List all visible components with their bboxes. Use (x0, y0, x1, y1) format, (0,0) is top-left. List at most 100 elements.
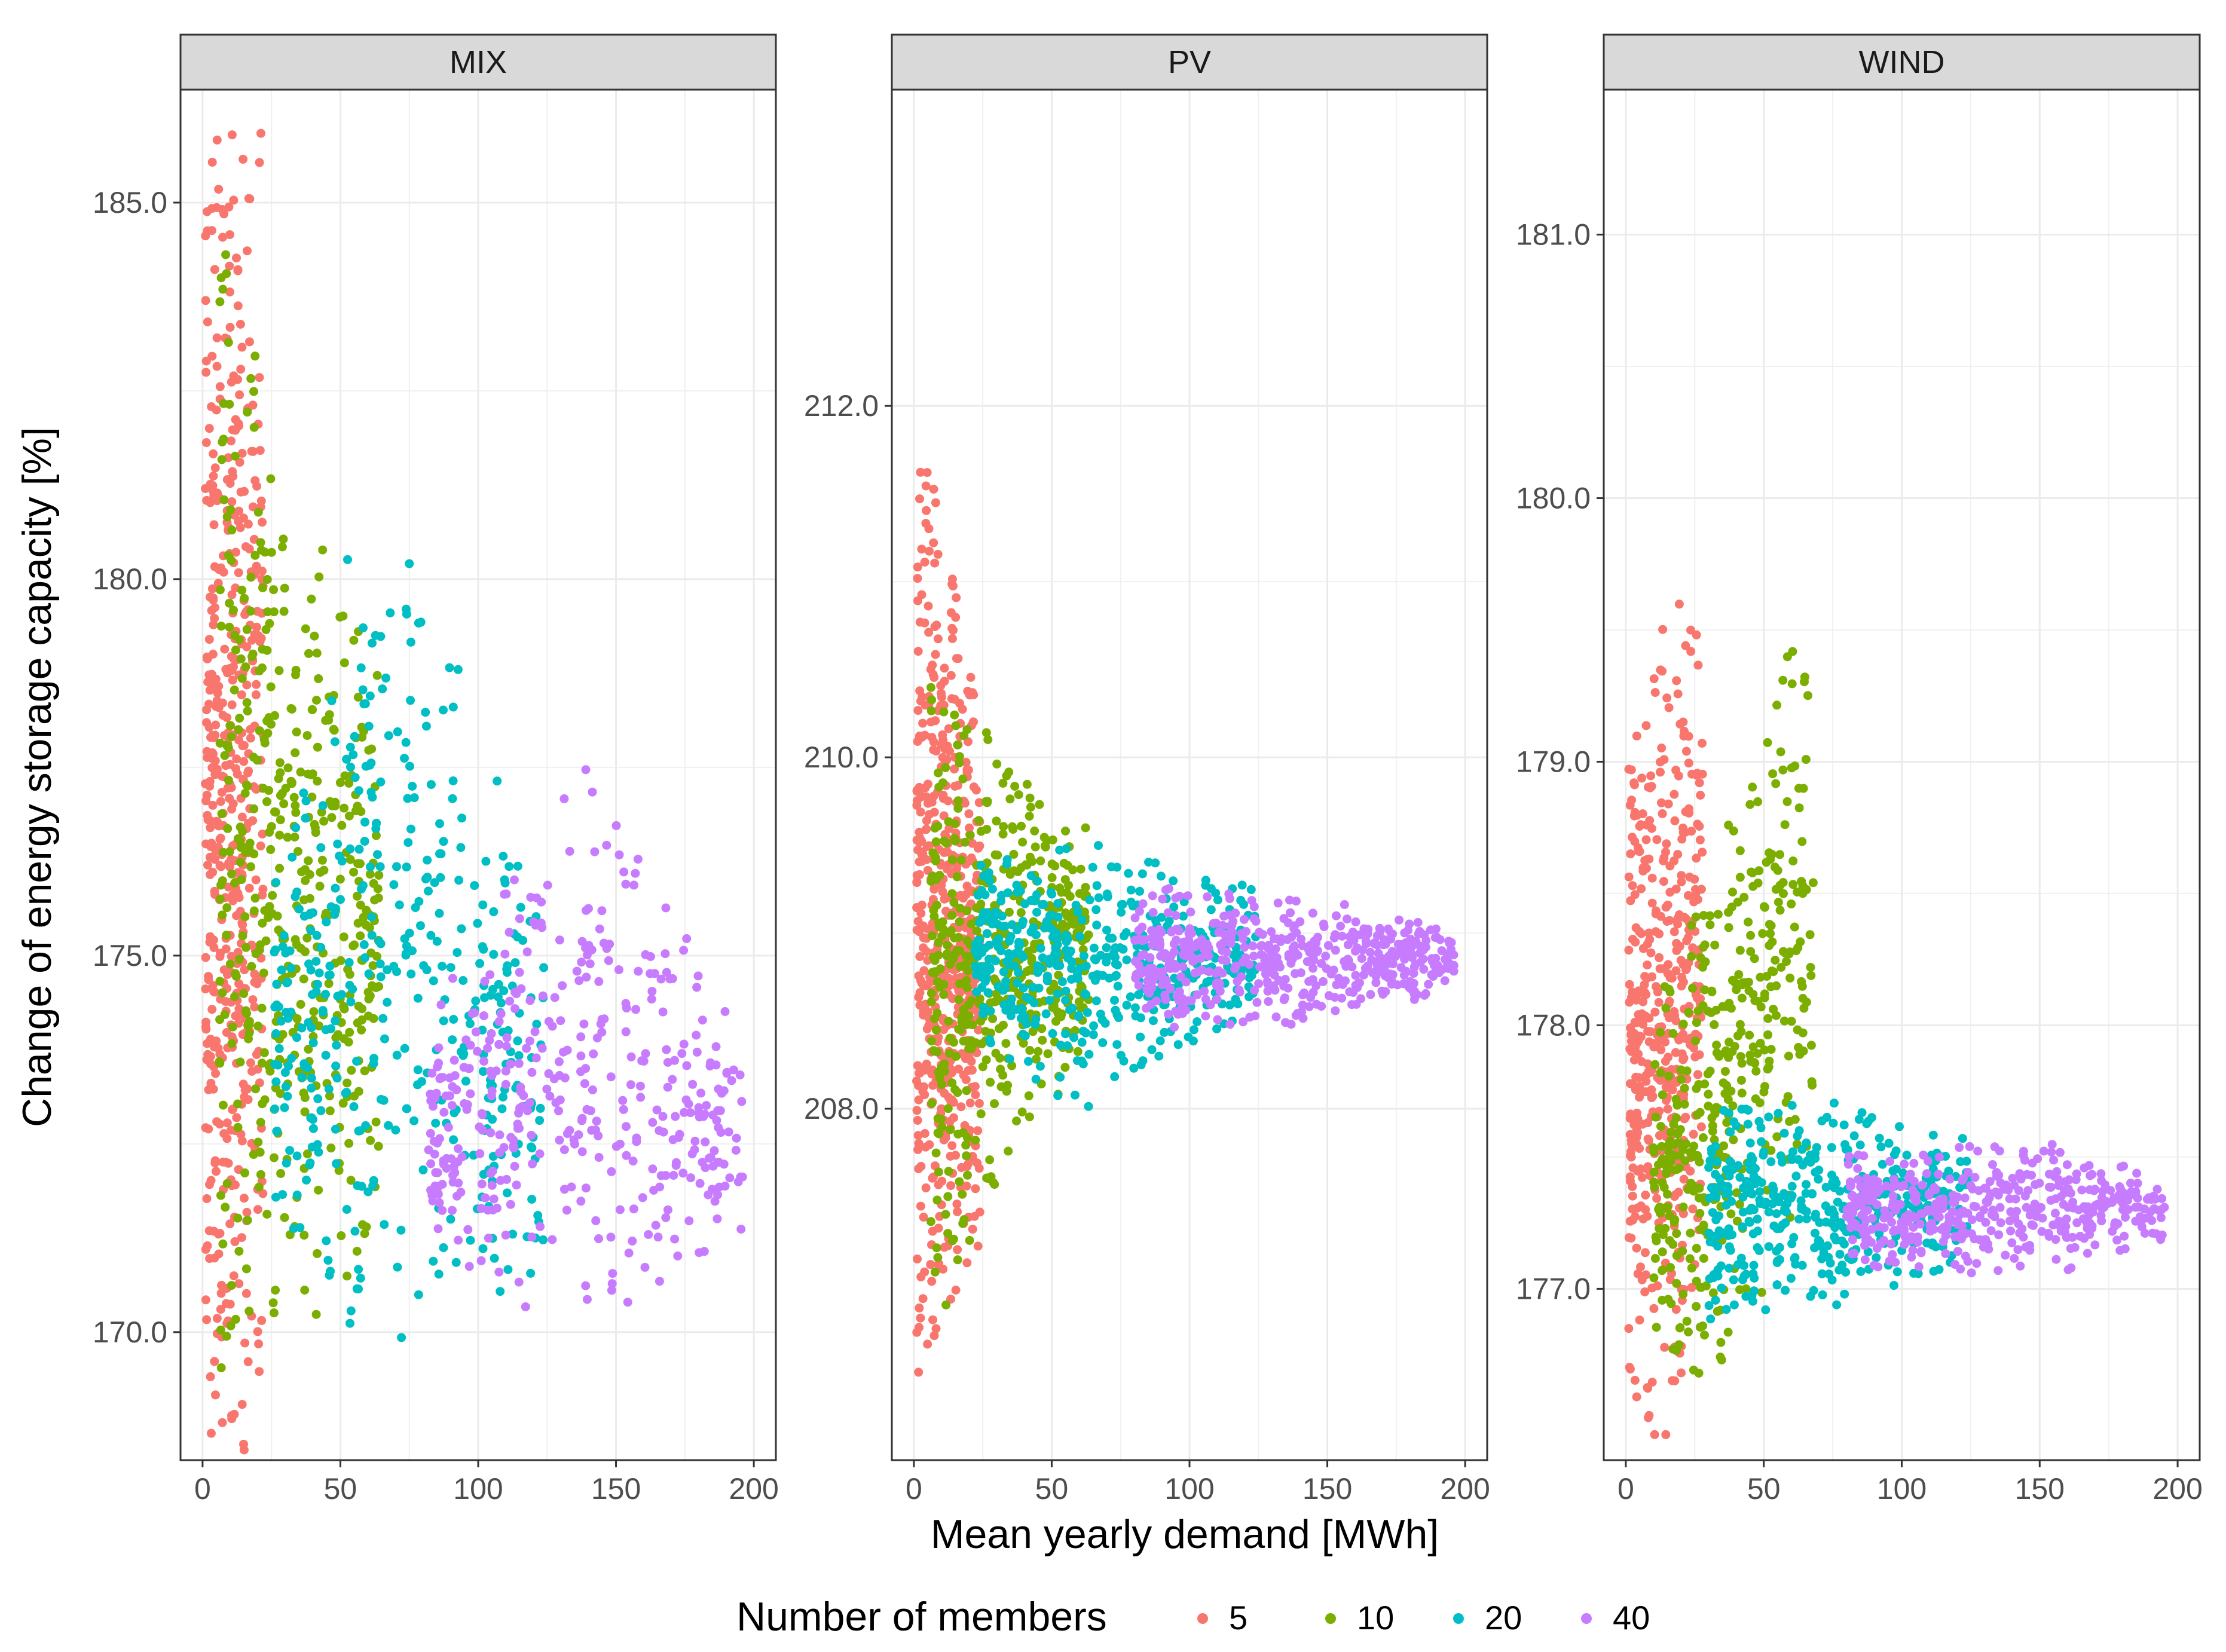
data-point (471, 1027, 481, 1037)
data-point (933, 634, 943, 644)
data-point (913, 574, 922, 583)
data-point (1750, 954, 1759, 963)
data-point (994, 934, 1004, 944)
data-point (477, 1179, 487, 1189)
data-point (305, 1160, 314, 1170)
data-point (513, 932, 522, 942)
data-point (400, 934, 409, 944)
data-point (527, 1067, 537, 1077)
data-point (221, 1203, 230, 1212)
data-point (281, 1082, 291, 1091)
data-point (227, 700, 237, 709)
data-point (439, 1243, 448, 1252)
data-point (466, 1235, 475, 1245)
data-point (1016, 908, 1026, 917)
data-point (331, 1016, 340, 1026)
data-point (1012, 880, 1022, 890)
data-point (931, 853, 940, 862)
data-point (944, 1167, 953, 1176)
data-point (930, 1267, 940, 1277)
data-point (454, 876, 464, 885)
data-point (206, 823, 215, 833)
data-point (297, 1073, 307, 1082)
data-point (222, 269, 231, 279)
data-point (1641, 1070, 1651, 1080)
data-point (241, 1289, 251, 1298)
data-point (622, 1004, 631, 1013)
data-point (644, 1230, 653, 1239)
data-point (572, 966, 582, 976)
data-point (1213, 1015, 1222, 1024)
data-point (1664, 984, 1674, 994)
data-point (950, 933, 959, 943)
data-point (947, 634, 957, 643)
data-point (1645, 816, 1655, 825)
data-point (544, 1017, 554, 1026)
data-point (454, 1235, 463, 1245)
data-point (497, 1104, 507, 1113)
data-point (1628, 833, 1637, 842)
data-point (1626, 849, 1635, 859)
data-point (975, 841, 984, 851)
data-point (465, 1019, 475, 1029)
data-point (299, 895, 309, 905)
data-point (913, 706, 923, 715)
data-point (1117, 900, 1126, 910)
data-point (230, 992, 239, 1001)
data-point (588, 1085, 597, 1094)
data-point (1791, 1171, 1801, 1181)
data-point (1060, 1063, 1070, 1072)
data-point (1638, 1015, 1648, 1024)
data-point (374, 870, 384, 880)
data-point (1768, 937, 1777, 947)
data-point (441, 1091, 451, 1101)
data-point (240, 912, 250, 922)
data-point (985, 876, 995, 886)
data-point (1025, 965, 1034, 975)
data-point (274, 774, 283, 784)
data-point (935, 1073, 944, 1083)
data-point (1655, 953, 1664, 962)
data-point (943, 1104, 953, 1113)
data-point (480, 977, 490, 986)
data-point (1696, 1225, 1705, 1234)
data-point (363, 1187, 373, 1197)
data-point (1028, 856, 1037, 866)
data-point (1734, 970, 1744, 979)
data-point (1676, 1065, 1686, 1075)
data-point (1005, 794, 1015, 804)
data-point (217, 788, 227, 797)
data-point (1025, 1046, 1035, 1055)
data-point (1778, 878, 1788, 887)
data-point (931, 1324, 941, 1333)
data-point (1431, 924, 1441, 934)
data-point (496, 1287, 505, 1296)
data-point (1693, 660, 1703, 670)
data-point (316, 1106, 326, 1115)
data-point (682, 1061, 692, 1070)
data-point (928, 1173, 937, 1183)
data-point (962, 1258, 972, 1268)
data-point (314, 1148, 323, 1157)
data-point (350, 1226, 360, 1236)
data-point (284, 1061, 293, 1071)
data-point (629, 1204, 638, 1214)
data-point (380, 1034, 389, 1044)
data-point (510, 958, 520, 968)
data-point (1624, 872, 1634, 882)
data-point (702, 1101, 711, 1110)
data-point (1624, 946, 1634, 955)
data-point (251, 949, 261, 959)
data-point (1061, 826, 1070, 836)
data-point (353, 891, 362, 901)
data-point (917, 590, 927, 599)
data-point (448, 1035, 457, 1045)
data-point (947, 1078, 957, 1088)
data-point (1641, 721, 1651, 730)
data-point (448, 1170, 457, 1180)
data-point (1652, 906, 1661, 916)
data-point (915, 732, 924, 741)
data-point (607, 1279, 617, 1289)
data-point (256, 538, 265, 547)
data-point (962, 1133, 972, 1142)
